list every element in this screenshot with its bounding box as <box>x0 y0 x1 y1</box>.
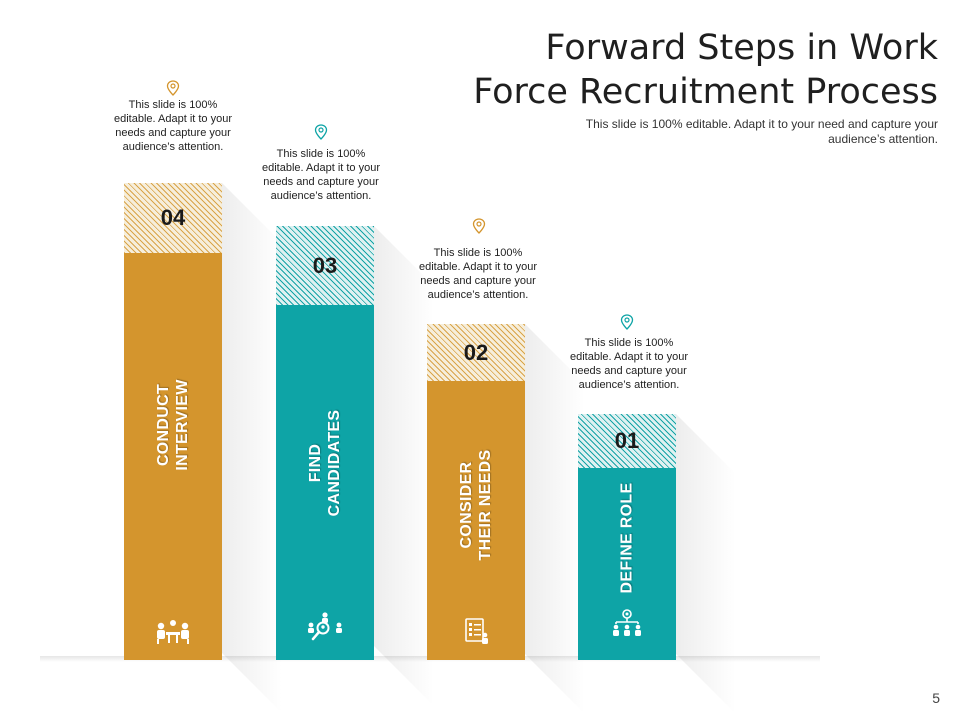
step-note: This slide is 100% editable. Adapt it to… <box>569 337 689 391</box>
step-label-line-1: FIND <box>307 443 324 483</box>
location-pin-icon <box>472 218 486 234</box>
team-gear-icon <box>613 609 641 636</box>
step-label: FIND CANDIDATES <box>306 410 344 517</box>
step-label-line-1: CONSIDER <box>458 461 475 549</box>
meeting-icon <box>157 620 189 644</box>
step-shadow <box>222 183 282 713</box>
title-line-1: Forward Steps in Work <box>545 28 938 68</box>
step-note: This slide is 100% editable. Adapt it to… <box>261 148 381 202</box>
step-number: 01 <box>614 428 640 453</box>
step-label: CONDUCT INTERVIEW <box>154 379 192 470</box>
step-label-line-2: CANDIDATES <box>326 409 343 517</box>
step-bar: CONDUCT INTERVIEW <box>124 253 222 660</box>
step-number-block: 03 <box>276 226 374 305</box>
step-number-block: 01 <box>578 414 676 468</box>
slide-title: Forward Steps in Work Force Recruitment … <box>418 26 938 114</box>
step-label-line-1: DEFINE ROLE <box>618 482 636 594</box>
location-pin-icon <box>314 124 328 140</box>
step-note: This slide is 100% editable. Adapt it to… <box>113 99 233 153</box>
location-pin-icon <box>620 314 634 330</box>
step-label-line-2: INTERVIEW <box>174 379 191 471</box>
step-shadow <box>676 414 736 714</box>
step-bar: DEFINE ROLE <box>578 468 676 660</box>
step-note: This slide is 100% editable. Adapt it to… <box>418 247 538 301</box>
step-number-block: 04 <box>124 183 222 253</box>
step-label: DEFINE ROLE <box>618 483 637 594</box>
step-label: CONSIDER THEIR NEEDS <box>457 450 495 561</box>
location-pin-icon <box>166 80 180 96</box>
step-label-line-2: THEIR NEEDS <box>477 449 494 561</box>
step-number: 03 <box>312 252 338 278</box>
step-label-line-1: CONDUCT <box>155 383 172 467</box>
step-number: 02 <box>463 339 489 365</box>
step-bar: CONSIDER THEIR NEEDS <box>427 381 525 660</box>
candidate-search-icon <box>308 612 342 641</box>
checklist-icon <box>465 618 488 644</box>
step-number-block: 02 <box>427 324 525 381</box>
page-number: 5 <box>932 690 940 706</box>
slide-subtitle: This slide is 100% editable. Adapt it to… <box>585 117 938 146</box>
title-line-2: Force Recruitment Process <box>473 72 938 112</box>
step-number: 04 <box>160 205 186 230</box>
step-bar: FIND CANDIDATES <box>276 305 374 660</box>
